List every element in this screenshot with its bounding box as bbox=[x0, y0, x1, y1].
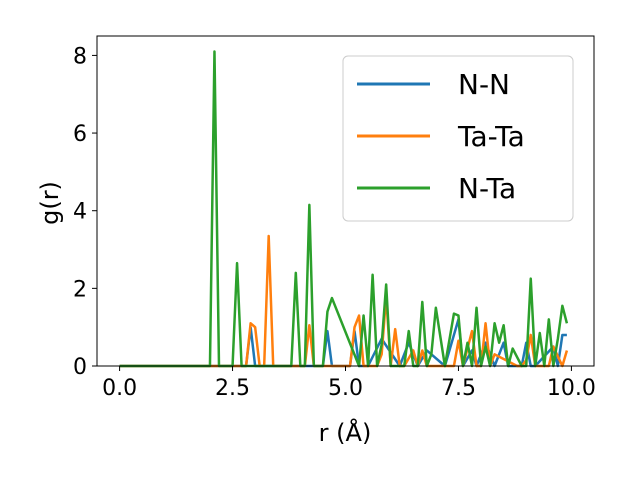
x-tick-label: 2.5 bbox=[215, 376, 250, 401]
legend: N-N Ta-Ta N-Ta bbox=[342, 55, 574, 222]
legend-box bbox=[342, 55, 574, 222]
x-axis-label: r (Å) bbox=[319, 418, 372, 447]
y-tick-label: 4 bbox=[73, 200, 87, 225]
y-tick-label: 2 bbox=[73, 277, 87, 302]
y-tick-label: 0 bbox=[73, 355, 87, 380]
x-tick-label: 5.0 bbox=[328, 376, 363, 401]
y-axis-label: g(r) bbox=[36, 181, 64, 225]
legend-label-ta-ta: Ta-Ta bbox=[457, 120, 525, 153]
x-tick-label: 7.5 bbox=[441, 376, 476, 401]
legend-label-n-ta: N-Ta bbox=[458, 172, 516, 205]
axes-layer: 0.0 2.5 5.0 7.5 10.0 0 2 4 6 8 bbox=[73, 35, 596, 401]
x-tick-label: 0.0 bbox=[102, 376, 137, 401]
y-tick-label: 8 bbox=[73, 44, 87, 69]
legend-label-n-n: N-N bbox=[458, 68, 510, 101]
y-tick-label: 6 bbox=[73, 122, 87, 147]
x-tick-label: 10.0 bbox=[547, 376, 596, 401]
